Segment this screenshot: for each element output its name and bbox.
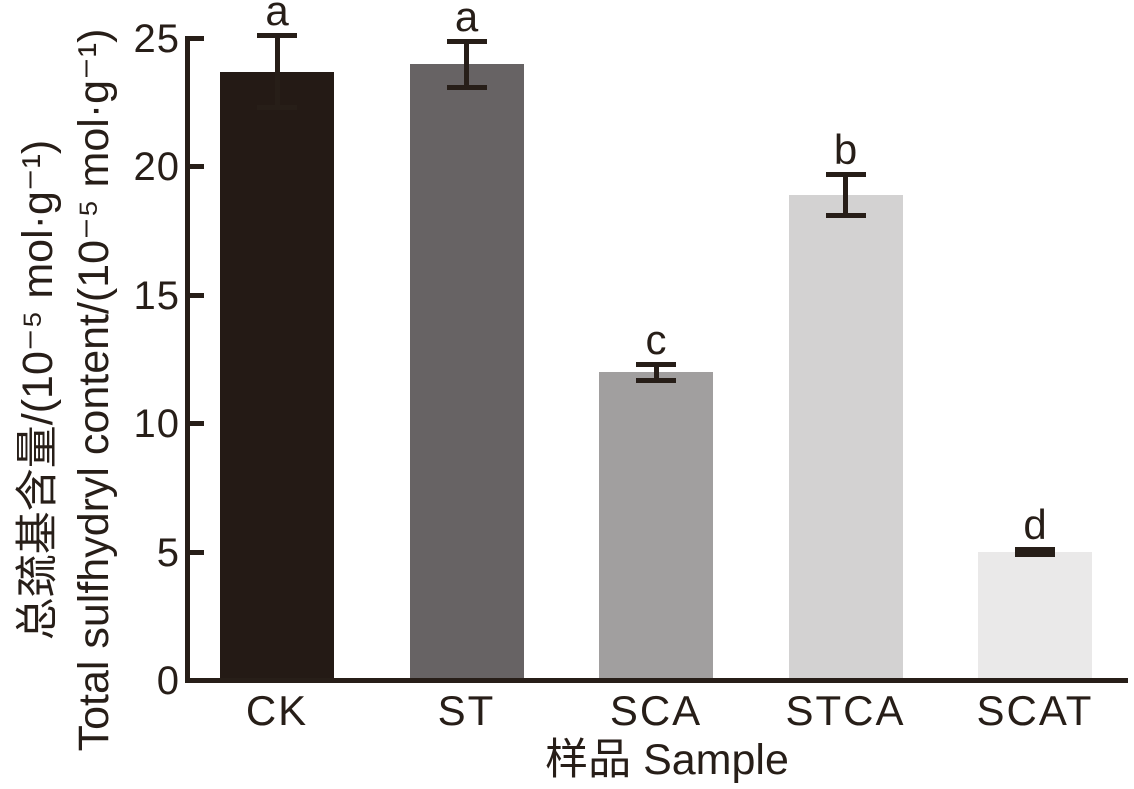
error-bar-cap-bottom [257, 105, 297, 111]
y-tick-label: 10 [133, 402, 180, 447]
y-tick-mark [190, 549, 204, 555]
significance-letter: c [645, 316, 667, 364]
error-bar-line [843, 172, 848, 219]
y-tick-mark [190, 292, 204, 298]
x-category-label: STCA [785, 687, 906, 734]
bar-st [409, 64, 524, 678]
y-tick-label: 20 [133, 145, 180, 190]
error-bar-cap-top [1015, 547, 1055, 553]
x-category-label: CK [245, 687, 309, 734]
significance-letter: a [265, 0, 289, 35]
x-axis-line [185, 678, 1128, 683]
significance-letter: b [833, 126, 858, 174]
y-tick-mark [190, 421, 204, 427]
y-axis-title-zh: 总巯基含量/(10⁻⁵ mol·g⁻¹) [14, 139, 62, 641]
error-bar-cap-bottom [446, 84, 487, 90]
bar-scat [978, 552, 1092, 678]
significance-letter: d [1023, 501, 1047, 549]
bar-stca [788, 195, 903, 678]
y-axis-line [185, 36, 190, 683]
bar-sca [599, 372, 713, 678]
y-tick-label: 0 [156, 659, 180, 703]
error-bar-line [464, 38, 469, 90]
significance-letter: a [454, 0, 479, 40]
error-bar-cap-bottom [636, 377, 676, 383]
y-tick-label: 25 [133, 17, 180, 61]
y-tick-label: 5 [156, 530, 180, 575]
error-bar-cap-top [825, 172, 866, 178]
error-bar-cap-bottom [1015, 552, 1055, 558]
y-tick-mark [190, 164, 204, 170]
y-tick-mark [190, 36, 204, 41]
x-axis-title: 样品 Sample [545, 736, 789, 784]
y-tick-label: 15 [133, 273, 180, 318]
x-category-label: ST [437, 687, 496, 734]
x-category-label: SCAT [976, 687, 1094, 734]
error-bar-cap-top [636, 362, 676, 368]
error-bar-line [1032, 547, 1038, 558]
error-bar-cap-top [257, 33, 297, 39]
error-bar-cap-top [446, 38, 487, 44]
error-bar-line [274, 33, 280, 111]
x-category-label: SCA [609, 687, 703, 734]
bar-ck [220, 71, 334, 678]
error-bar-cap-bottom [825, 213, 866, 219]
error-bar-line [653, 362, 659, 383]
